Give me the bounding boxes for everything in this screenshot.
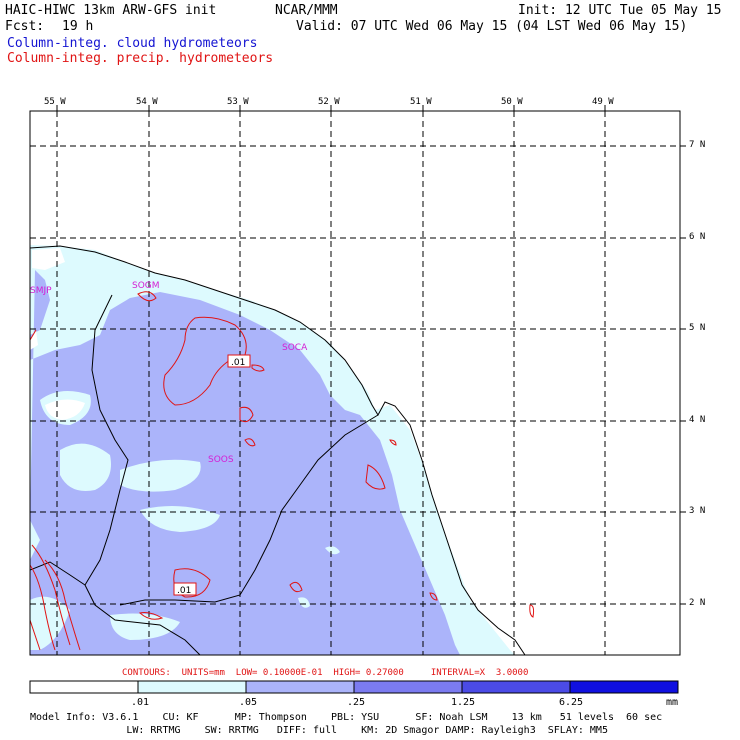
model-info-line1: Model Info: V3.6.1 CU: KF MP: Thompson P… — [30, 712, 663, 723]
cloud-gap — [70, 310, 100, 329]
station-smjp: SMJP — [30, 286, 52, 296]
contours-info: CONTOURS: UNITS=mm LOW= 0.10000E-01 HIGH… — [122, 668, 529, 678]
lat-label-7n: 7 N — [689, 140, 706, 150]
station-soos: SOOS — [208, 455, 234, 465]
colorbar-label-3: .25 — [347, 697, 366, 708]
cloud-gap — [30, 330, 38, 350]
colorbar-label-2: .05 — [239, 697, 258, 708]
coastline — [30, 245, 526, 655]
lat-label-3n: 3 N — [689, 506, 706, 516]
cloud-gap — [45, 399, 85, 420]
lon-label-52w: 52 W — [318, 97, 340, 107]
cloud-medium-region — [30, 270, 460, 655]
lon-label-54w: 54 W — [136, 97, 158, 107]
valid-time: Valid: 07 UTC Wed 06 May 15 (04 LST Wed … — [296, 19, 688, 34]
colorbar — [29, 680, 679, 694]
colorbar-label-5: 6.25 — [559, 697, 584, 708]
init-time: Init: 12 UTC Tue 05 May 15 — [518, 3, 722, 18]
fcst-label: Fcst: — [5, 19, 45, 34]
station-soca: SOCA — [282, 343, 308, 353]
field-precip-label: Column-integ. precip. hydrometeors — [7, 51, 274, 66]
lon-label-55w: 55 W — [44, 97, 66, 107]
colorbar-label-4: 1.25 — [451, 697, 476, 708]
lon-label-53w: 53 W — [227, 97, 249, 107]
lon-label-51w: 51 W — [410, 97, 432, 107]
lat-label-2n: 2 N — [689, 598, 706, 608]
model-info-line2: LW: RRTMG SW: RRTMG DIFF: full KM: 2D Sm… — [30, 725, 608, 736]
cloud-gap — [110, 613, 180, 640]
lat-label-4n: 4 N — [689, 415, 706, 425]
precip-contours — [30, 291, 535, 651]
colorbar-units: mm — [666, 697, 679, 708]
colorbar-label-1: .01 — [131, 697, 150, 708]
cloud-gap — [298, 597, 310, 608]
contour-label: .01 — [177, 586, 191, 596]
lon-label-49w: 49 W — [592, 97, 614, 107]
run-title: HAIC-HIWC 13km ARW-GFS init — [5, 3, 217, 18]
lat-label-5n: 5 N — [689, 323, 706, 333]
cloud-gap — [120, 459, 201, 492]
axis-ticks — [56, 105, 686, 605]
contour-label: .01 — [231, 358, 245, 368]
lat-label-6n: 6 N — [689, 232, 706, 242]
fcst-value: 19 h — [62, 19, 94, 34]
org-label: NCAR/MMM — [275, 3, 338, 18]
lat-lon-grid — [30, 111, 680, 655]
station-labels: SMJP SOGM SOCA SOOS — [30, 281, 308, 465]
cloud-gap — [325, 546, 340, 555]
map-frame — [29, 110, 681, 656]
contour-value-labels: .01 .01 — [173, 354, 251, 596]
lon-label-50w: 50 W — [501, 97, 523, 107]
cloud-gap — [60, 443, 111, 491]
station-sogm: SOGM — [132, 281, 160, 291]
field-cloud-label: Column-integ. cloud hydrometeors — [7, 36, 258, 51]
